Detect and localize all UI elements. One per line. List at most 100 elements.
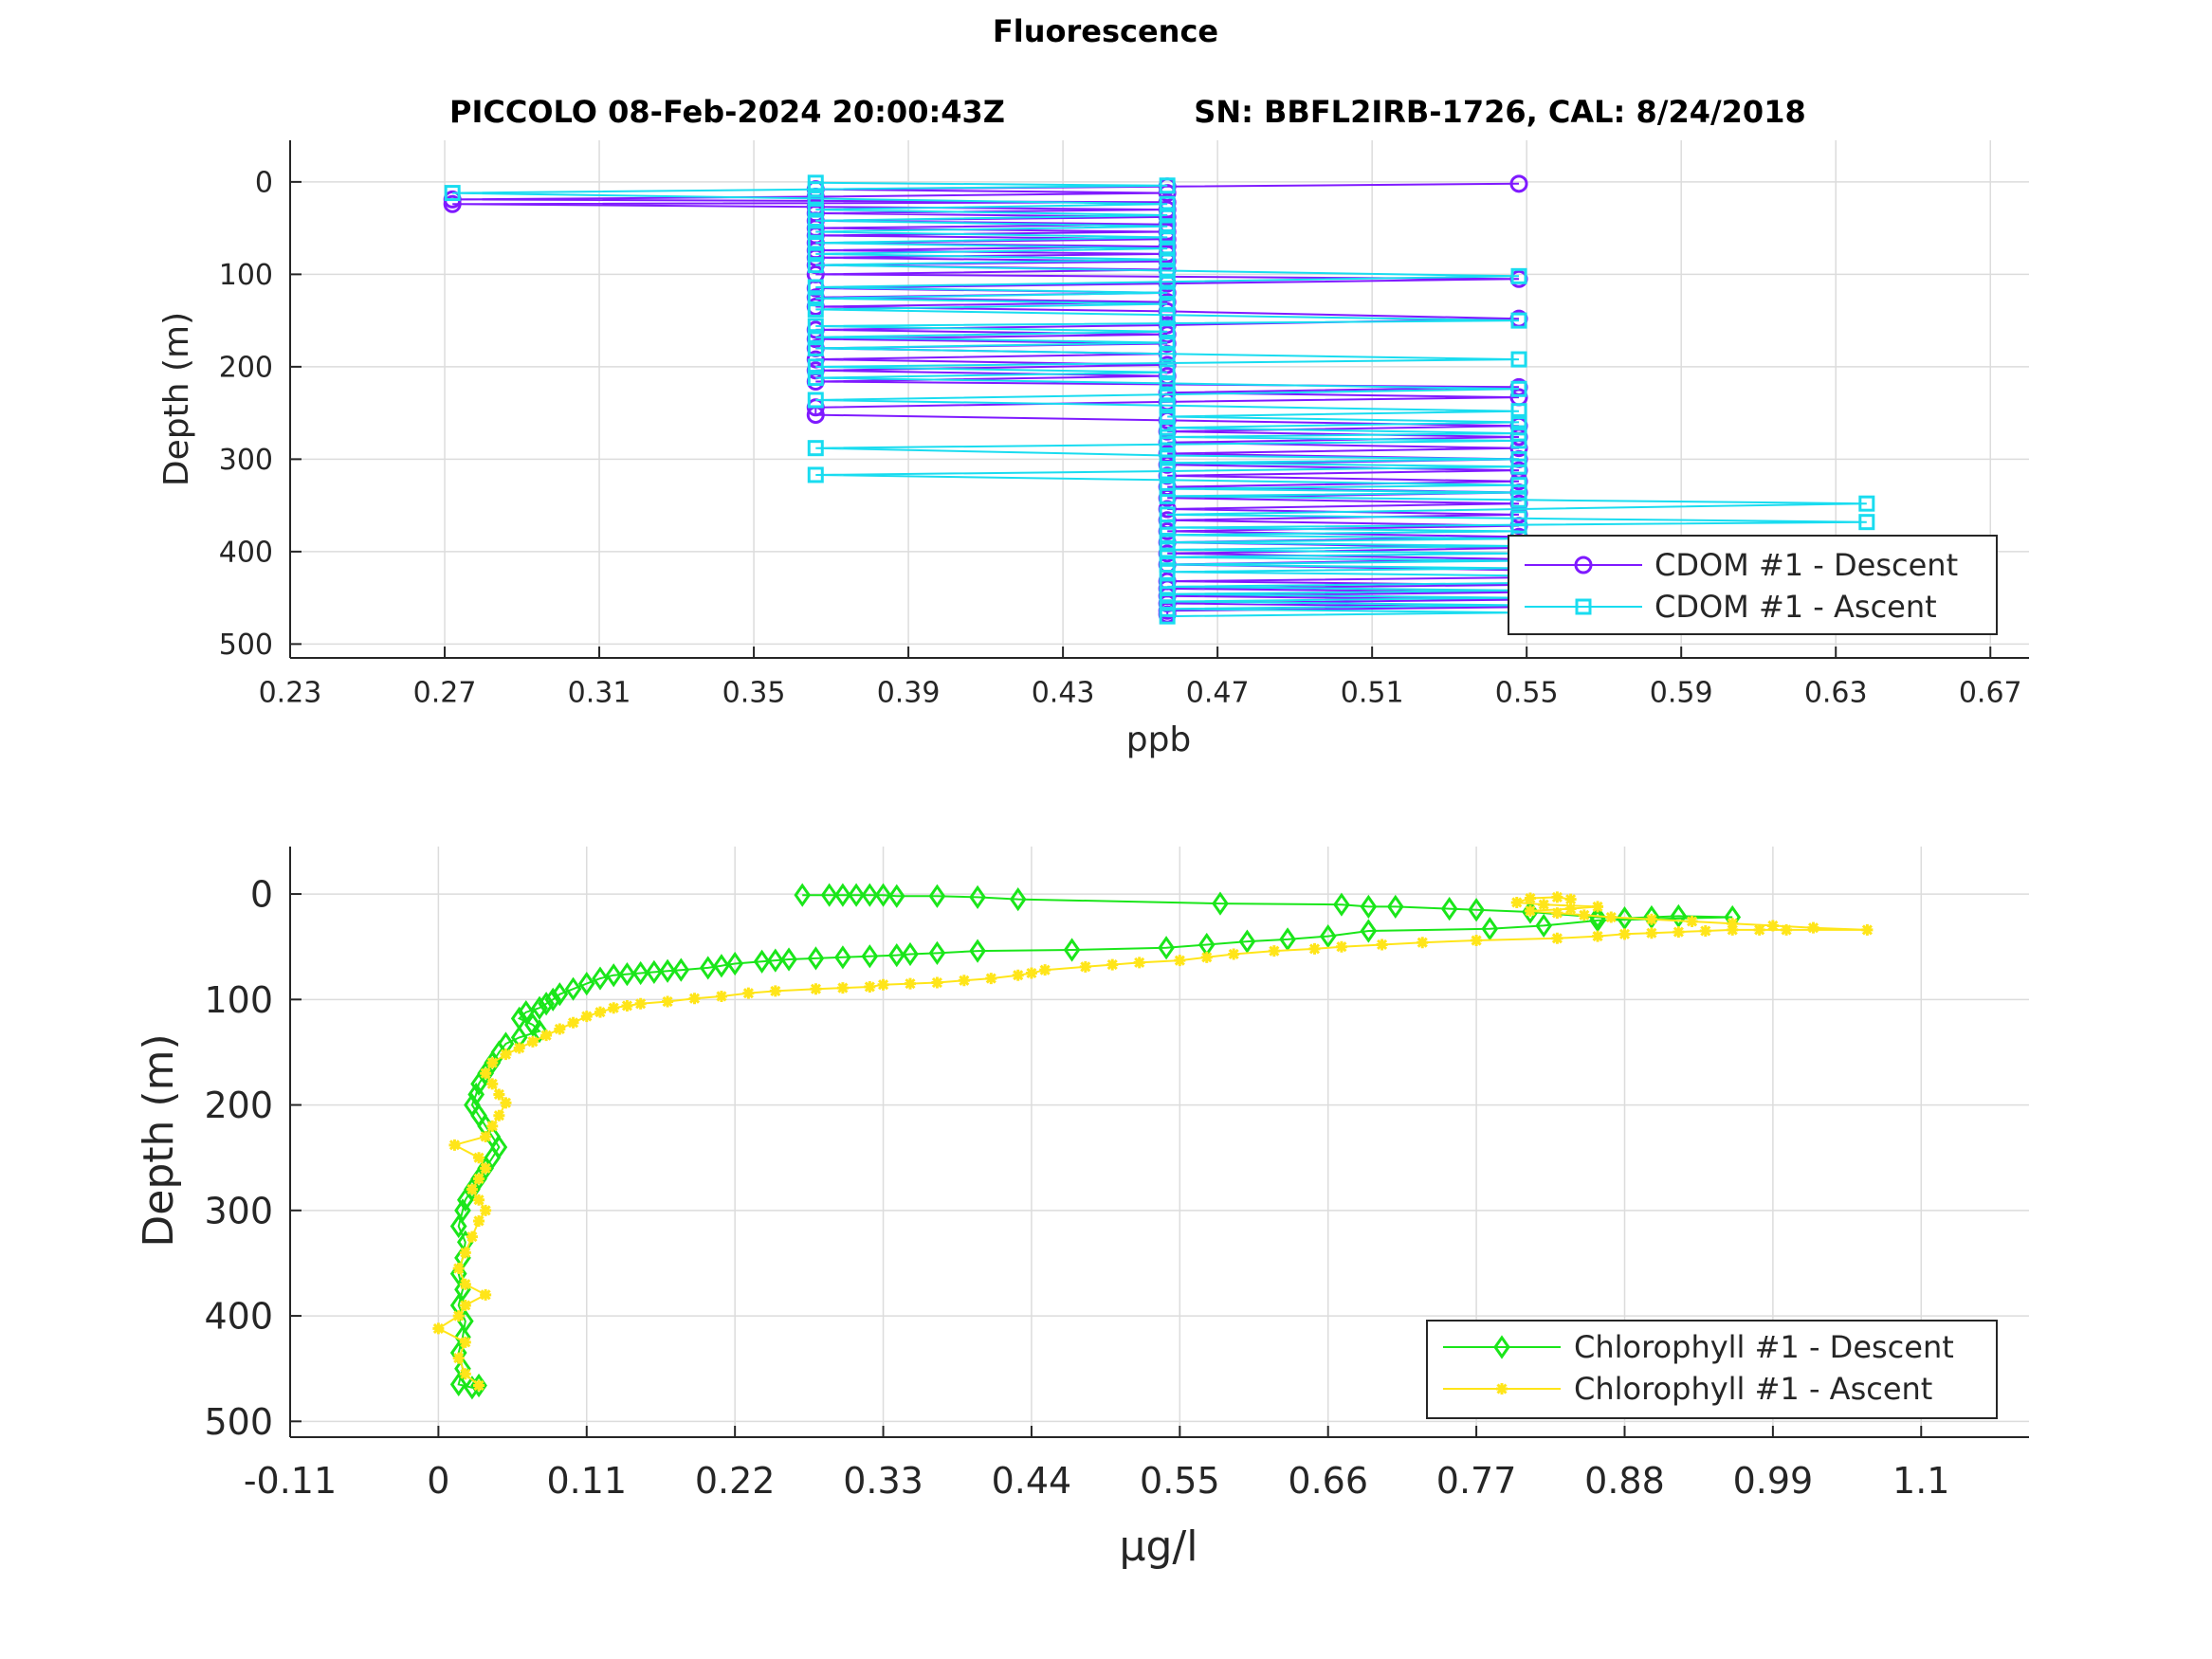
chlorophyll-ascent-point <box>480 1067 492 1080</box>
cdom-ascent-point <box>1159 481 1176 498</box>
chlorophyll-descent-point <box>1522 900 1539 924</box>
chlorophyll-data <box>432 883 1874 1400</box>
chlorophyll-ascent-point <box>459 1336 471 1348</box>
cdom-ascent-point <box>1159 296 1176 313</box>
cdom-ascent-point <box>807 224 824 241</box>
chlorophyll-ascent-point <box>688 993 701 1005</box>
chlorophyll-ascent-point <box>1727 923 1739 936</box>
cdom-x-tick-label: 0.23 <box>259 677 322 710</box>
chlorophyll-ascent-point <box>1025 967 1037 979</box>
cdom-ascent-point <box>1510 351 1527 368</box>
chlorophyll-legend: Chlorophyll #1 - Descent Chlorophyll #1 … <box>1426 1320 1998 1419</box>
chlorophyll-ascent-point <box>473 1214 485 1227</box>
chlorophyll-ascent-point <box>1308 942 1321 955</box>
cdom-ascent-point <box>1159 374 1176 392</box>
chlorophyll-ascent-point <box>448 1139 461 1151</box>
chlorophyll-ascent-point <box>1807 921 1819 934</box>
chlorophyll-descent-point <box>1279 927 1296 952</box>
cdom-ascent-point <box>807 440 824 457</box>
chlorophyll-ascent-point <box>473 1152 485 1164</box>
cdom-ascent-point <box>1159 240 1176 257</box>
chlorophyll-descent-point <box>1643 904 1660 930</box>
chlorophyll-ascent-point <box>554 1023 566 1035</box>
chlorophyll-y-tick-label: 500 <box>204 1401 273 1443</box>
cdom-ascent-point <box>1858 514 1875 531</box>
cdom-legend-box <box>1508 535 1998 635</box>
cdom-ascent-point <box>1159 228 1176 246</box>
chlorophyll-descent-point <box>1009 887 1027 912</box>
chlorophyll-ascent-point <box>1524 892 1536 904</box>
cdom-ascent-point <box>1510 450 1527 467</box>
chlorophyll-descent-point <box>699 956 717 980</box>
cdom-ascent-point <box>807 392 824 409</box>
legend-label-cdom-ascent: CDOM #1 - Ascent <box>1654 589 1937 625</box>
chlorophyll-ascent-point <box>540 1030 553 1042</box>
chlorophyll-ascent-point <box>473 1173 485 1185</box>
chlorophyll-ascent-point <box>1376 939 1388 951</box>
cdom-ascent-point <box>1510 477 1527 494</box>
chlorophyll-ascent-point <box>432 1322 445 1335</box>
chlorophyll-ascent-point <box>742 987 755 999</box>
cdom-x-ticks: 0.23 0.27 0.31 0.35 0.39 0.43 0.47 0.51 0.55 0.59… <box>259 677 2022 710</box>
chlorophyll-descent-point <box>820 883 838 907</box>
cdom-x-axis-label: ppb <box>1126 720 1192 759</box>
cdom-ascent-point <box>444 185 461 202</box>
chlorophyll-ascent-point <box>567 1016 579 1029</box>
chlorophyll-descent-point <box>1212 891 1229 916</box>
chlorophyll-ascent-point <box>493 1088 505 1101</box>
figure-subtitle-left: PICCOLO 08-Feb-2024 20:00:43Z <box>449 94 1005 130</box>
chlorophyll-ascent-point <box>715 990 727 1002</box>
chlorophyll-ascent-point <box>877 978 889 991</box>
chlorophyll-ascent-point <box>594 1006 606 1018</box>
cdom-y-tick-label: 300 <box>219 444 273 477</box>
chlorophyll-ascent-point <box>1174 955 1186 967</box>
chlorophyll-ascent-point <box>1228 948 1240 960</box>
chlorophyll-ascent-point <box>580 1011 593 1023</box>
cdom-ascent-point <box>1159 323 1176 340</box>
cdom-ascent-point <box>807 339 824 356</box>
chlorophyll-descent-point <box>874 883 892 907</box>
chlorophyll-descent-point <box>1440 897 1458 921</box>
cdom-y-tick-label: 200 <box>219 352 273 385</box>
cdom-ascent-point <box>807 279 824 296</box>
chlorophyll-ascent-point <box>486 1057 499 1069</box>
chlorophyll-ascent-point <box>459 1299 471 1311</box>
chlorophyll-descent-point <box>794 883 812 907</box>
chlorophyll-descent-point <box>618 961 636 987</box>
chlorophyll-ascent-point <box>486 1078 499 1090</box>
chlorophyll-ascent-point <box>1605 911 1618 923</box>
chlorophyll-ascent-point <box>958 975 970 987</box>
cdom-ascent-point <box>1510 380 1527 397</box>
chlorophyll-x-tick-label: 0.77 <box>1436 1460 1517 1502</box>
chlorophyll-ascent-point <box>1510 896 1523 908</box>
cdom-ascent-point <box>807 301 824 318</box>
chlorophyll-y-tick-label: 400 <box>204 1296 273 1338</box>
chlorophyll-descent-point <box>1333 892 1350 917</box>
chlorophyll-y-tick-label: 300 <box>204 1190 273 1231</box>
chlorophyll-descent-point <box>1063 938 1081 962</box>
chlorophyll-descent-point <box>807 946 825 971</box>
legend-marker-chlorophyll-descent <box>1493 1335 1510 1359</box>
chlorophyll-ascent-point <box>1861 923 1874 936</box>
cdom-ascent-point <box>1510 312 1527 329</box>
cdom-ascent-point <box>1159 397 1176 414</box>
chlorophyll-ascent-point <box>1673 926 1685 939</box>
chlorophyll-ascent-point <box>769 985 781 997</box>
chlorophyll-y-axis-label: Depth (m) <box>135 1033 183 1247</box>
chlorophyll-x-tick-label: 1.1 <box>1892 1460 1949 1502</box>
chlorophyll-ascent-point <box>608 1002 620 1014</box>
chlorophyll-ascent-point <box>473 1379 485 1392</box>
cdom-ascent-point <box>1510 267 1527 284</box>
cdom-x-tick-label: 0.47 <box>1186 677 1250 710</box>
chlorophyll-ascent-point <box>466 1183 478 1195</box>
chlorophyll-plot: -0.11 0 0.11 0.22 0.33 0.44 0.55 0.66 0.77 0.88 0.… <box>135 847 2029 1571</box>
chlorophyll-ascent-point <box>480 1288 492 1301</box>
chlorophyll-y-tick-label: 0 <box>250 874 273 916</box>
chlorophyll-ascent-point <box>513 1042 525 1054</box>
chlorophyll-x-ticks: -0.11 0 0.11 0.22 0.33 0.44 0.55 0.66 0.77 0.88 0.… <box>244 1460 1950 1502</box>
cdom-ascent-point <box>1159 251 1176 268</box>
cdom-ascent-point <box>1159 284 1176 301</box>
chlorophyll-descent-point <box>531 1019 548 1044</box>
cdom-ascent-point <box>1159 578 1176 595</box>
